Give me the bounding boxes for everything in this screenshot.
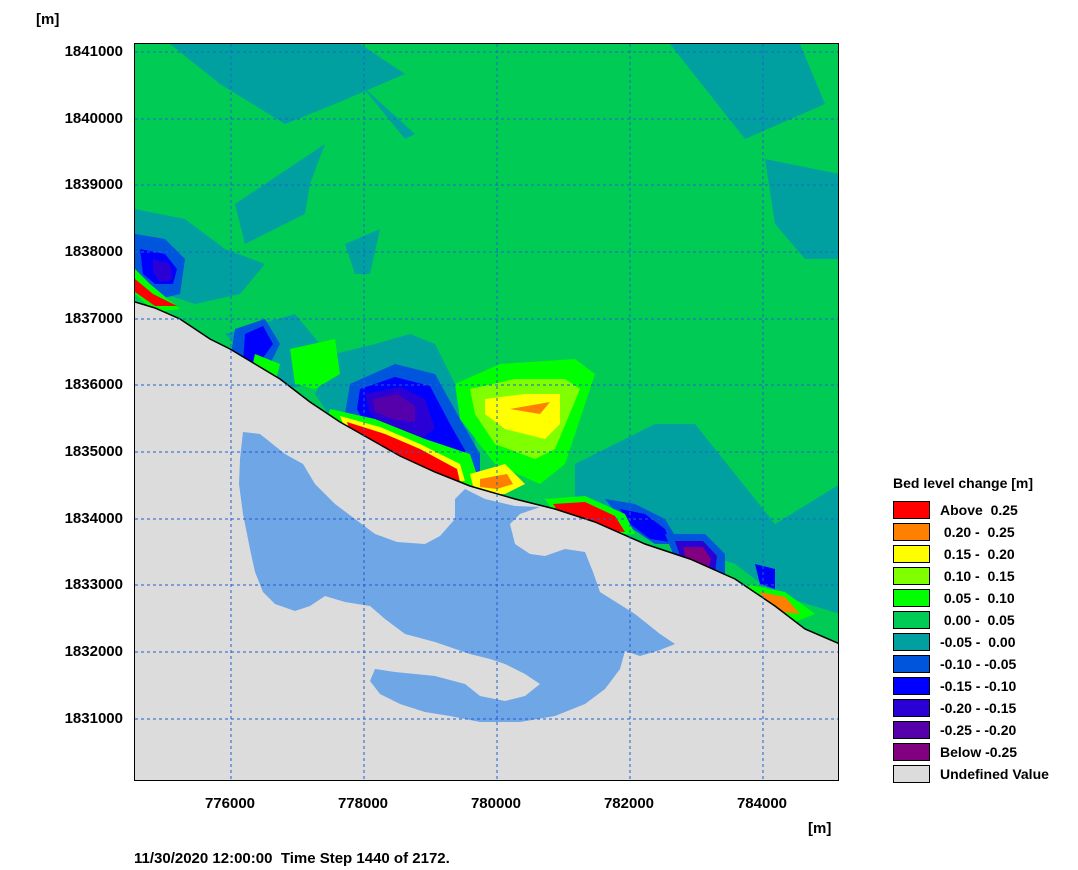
legend-item: -0.15 - -0.10 <box>893 675 1078 697</box>
contour-pos-band <box>135 279 177 306</box>
legend-item: -0.20 - -0.15 <box>893 697 1078 719</box>
legend-label: Undefined Value <box>940 766 1049 782</box>
legend-item: -0.25 - -0.20 <box>893 719 1078 741</box>
x-tick-label: 776000 <box>204 795 256 812</box>
legend-swatch <box>893 545 930 563</box>
legend-item: 0.10 - 0.15 <box>893 565 1078 587</box>
legend-swatch <box>893 765 930 783</box>
legend-label: -0.05 - 0.00 <box>940 634 1016 650</box>
legend-label: 0.05 - 0.10 <box>940 590 1015 606</box>
map-plot-area[interactable] <box>134 43 839 781</box>
legend-label: Below -0.25 <box>940 744 1018 760</box>
legend: Bed level change [m] Above 0.25 0.20 - 0… <box>893 475 1078 785</box>
contour-neg-pocket <box>153 259 173 282</box>
y-tick-label: 1832000 <box>64 643 123 660</box>
contour-pos-band <box>553 502 625 532</box>
legend-label: -0.20 - -0.15 <box>940 700 1017 716</box>
legend-title: Bed level change [m] <box>893 475 1034 491</box>
legend-swatch <box>893 655 930 673</box>
legend-swatch <box>893 567 930 585</box>
contour-neg-zone <box>135 44 405 124</box>
contour-neg-pocket <box>373 394 415 422</box>
contour-neg-zone <box>765 159 838 259</box>
grid-lines <box>135 44 838 780</box>
contour-neg-zone <box>235 144 325 244</box>
y-tick-label: 1836000 <box>64 376 123 393</box>
legend-item: 0.15 - 0.20 <box>893 543 1078 565</box>
legend-swatch <box>893 699 930 717</box>
contour-neg-pocket <box>620 509 670 542</box>
legend-label: Above 0.25 <box>940 502 1018 518</box>
legend-item: Undefined Value <box>893 763 1078 785</box>
legend-swatch <box>893 589 930 607</box>
x-tick-label: 778000 <box>337 795 389 812</box>
contour-pos-zone <box>290 339 340 389</box>
footer-datetime: 11/30/2020 12:00:00 <box>134 850 273 867</box>
y-tick-label: 1835000 <box>64 443 123 460</box>
contour-pos-band <box>760 592 800 614</box>
legend-item: 0.05 - 0.10 <box>893 587 1078 609</box>
y-tick-label: 1837000 <box>64 310 123 327</box>
legend-items: Above 0.25 0.20 - 0.25 0.15 - 0.20 0.10 … <box>893 499 1078 785</box>
contour-neg-zone <box>670 44 825 139</box>
footer-timestep: Time Step 1440 of 2172. <box>280 850 450 867</box>
y-tick-label: 1839000 <box>64 176 123 193</box>
y-tick-label: 1838000 <box>64 243 123 260</box>
inland-water-body <box>239 432 675 722</box>
contour-neg-zone <box>360 84 415 139</box>
x-axis-unit: [m] <box>808 820 832 837</box>
y-tick-label: 1831000 <box>64 710 123 727</box>
legend-label: 0.15 - 0.20 <box>940 546 1015 562</box>
legend-label: 0.00 - 0.05 <box>940 612 1015 628</box>
legend-label: -0.15 - -0.10 <box>940 678 1017 694</box>
legend-item: -0.10 - -0.05 <box>893 653 1078 675</box>
y-tick-label: 1834000 <box>64 510 123 527</box>
contour-pos-zone <box>510 402 550 414</box>
x-tick-label: 784000 <box>736 795 788 812</box>
y-axis-unit: [m] <box>36 11 60 28</box>
legend-swatch <box>893 523 930 541</box>
y-tick-label: 1840000 <box>64 110 123 127</box>
legend-item: Below -0.25 <box>893 741 1078 763</box>
legend-label: 0.10 - 0.15 <box>940 568 1015 584</box>
y-tick-label: 1841000 <box>64 43 123 60</box>
legend-swatch <box>893 633 930 651</box>
x-tick-label: 782000 <box>603 795 655 812</box>
y-tick-label: 1833000 <box>64 576 123 593</box>
legend-swatch <box>893 677 930 695</box>
legend-label: -0.25 - -0.20 <box>940 722 1017 738</box>
legend-swatch <box>893 743 930 761</box>
legend-label: 0.20 - 0.25 <box>940 524 1015 540</box>
contour-neg-pocket <box>755 564 775 589</box>
legend-item: 0.20 - 0.25 <box>893 521 1078 543</box>
contour-pos-band <box>347 422 460 482</box>
legend-swatch <box>893 501 930 519</box>
bed-level-map <box>135 44 838 780</box>
legend-item: 0.00 - 0.05 <box>893 609 1078 631</box>
legend-item: Above 0.25 <box>893 499 1078 521</box>
contour-neg-pocket <box>243 326 273 362</box>
contour-neg-zone <box>345 229 380 274</box>
status-footer: 11/30/2020 12:00:00 Time Step 1440 of 21… <box>134 850 450 867</box>
x-tick-label: 780000 <box>470 795 522 812</box>
legend-swatch <box>893 721 930 739</box>
legend-swatch <box>893 611 930 629</box>
coastline <box>135 301 838 644</box>
contour-pos-band <box>135 269 180 312</box>
legend-item: -0.05 - 0.00 <box>893 631 1078 653</box>
contour-pos-band <box>480 474 513 489</box>
legend-label: -0.10 - -0.05 <box>940 656 1017 672</box>
